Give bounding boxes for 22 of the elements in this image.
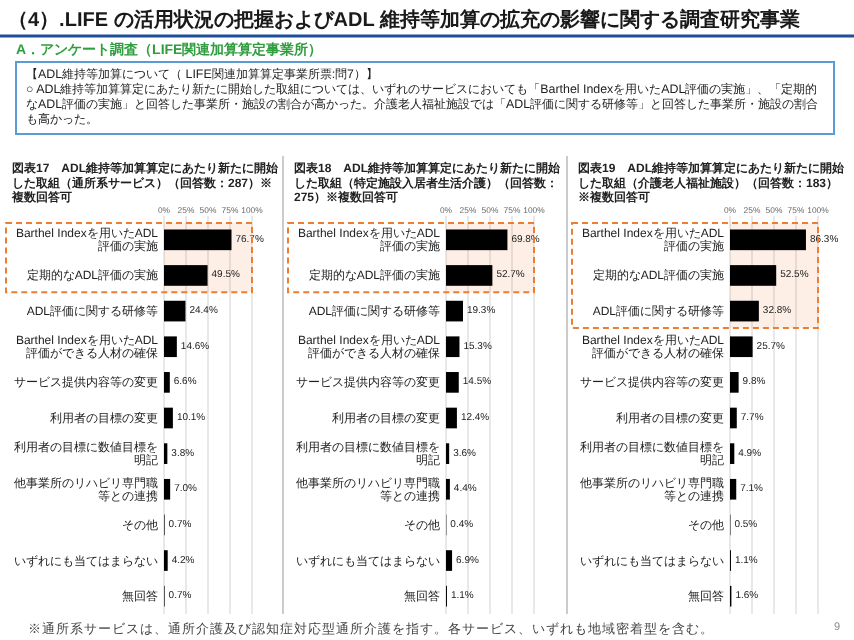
bar — [446, 300, 463, 322]
bar — [730, 229, 806, 251]
bar — [730, 265, 777, 286]
bar — [730, 300, 759, 322]
bar — [164, 300, 186, 322]
bar — [730, 478, 737, 500]
bar — [730, 407, 737, 429]
bar — [446, 407, 457, 429]
bar — [446, 372, 459, 393]
bar — [730, 336, 753, 358]
text: （4）.LIFE の活用状況の把握およびADL 維持等加算の拡充の影響に関する調査研究事業 — [8, 8, 800, 32]
bar — [164, 478, 171, 500]
bar — [164, 407, 173, 429]
bar — [164, 336, 177, 358]
bar — [446, 336, 460, 358]
bar — [730, 372, 739, 393]
bar — [446, 229, 508, 251]
bar — [164, 372, 170, 393]
bar — [164, 265, 208, 286]
bar — [446, 265, 493, 286]
bar — [164, 229, 232, 251]
bar — [446, 550, 453, 571]
